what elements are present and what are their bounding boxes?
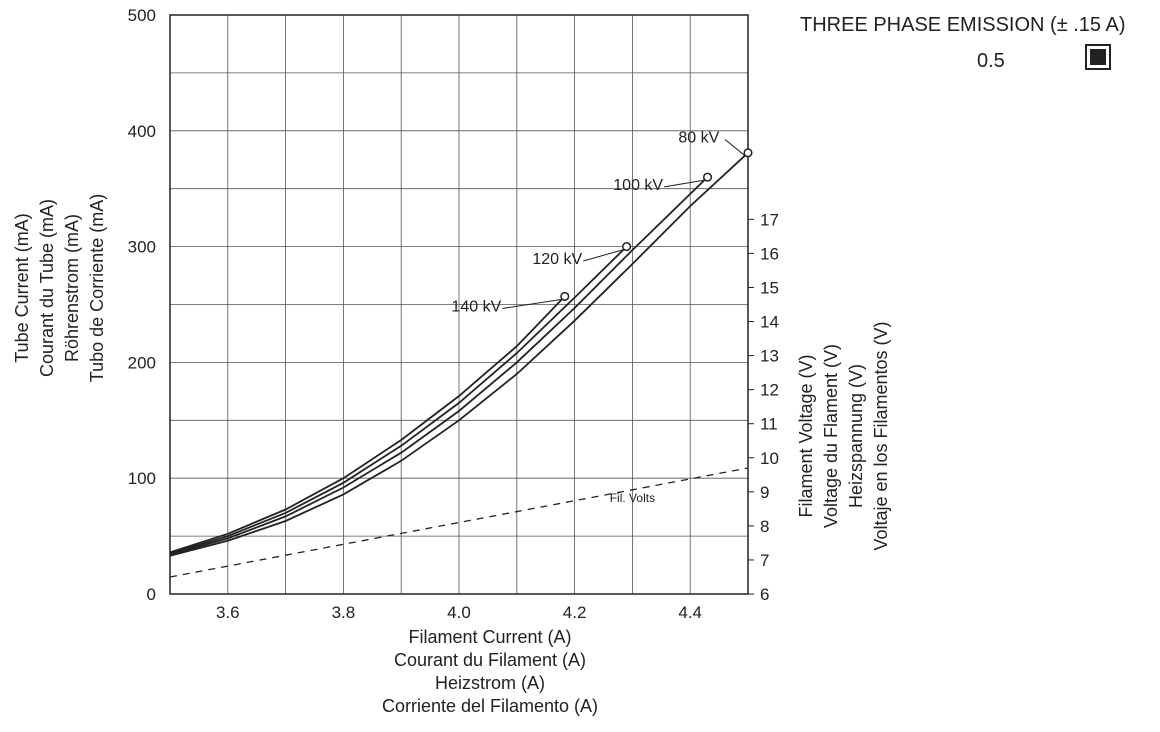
series-end-marker [743, 148, 753, 158]
series-label: 100 kV [613, 177, 663, 194]
x-tick-label: 3.6 [216, 603, 240, 622]
x-tick-label: 4.0 [447, 603, 471, 622]
plot-border [169, 14, 749, 595]
y2-tick-label: 11 [760, 415, 778, 434]
y-axis-title-line: Tube Current (mA) [12, 213, 32, 362]
x-axis-title-line: Corriente del Filamento (A) [382, 696, 598, 716]
y-tick-label: 300 [128, 238, 156, 257]
y2-axis-title-line: Voltaje en los Filamentos (V) [871, 321, 891, 550]
series-label: 120 kV [532, 251, 582, 268]
x-tick-label: 4.2 [563, 603, 587, 622]
series-label: 140 kV [451, 298, 501, 315]
series-label: 80 kV [678, 129, 719, 146]
y2-axis-title-line: Filament Voltage (V) [796, 354, 816, 517]
y-tick-label: 200 [128, 353, 156, 372]
y-tick-label: 400 [128, 122, 156, 141]
series-leader-line [664, 179, 705, 188]
y-axis-title-line: Tubo de Corriente (mA) [87, 194, 107, 382]
y2-tick-label: 15 [760, 278, 779, 297]
y2-tick-label: 14 [760, 313, 779, 332]
series-end-marker [560, 291, 570, 301]
x-axis-title-line: Courant du Filament (A) [394, 650, 586, 670]
series-line-100-kv [169, 176, 709, 556]
series-label: Fil. Volts [610, 491, 655, 505]
y2-tick-label: 13 [760, 347, 779, 366]
y2-axis-title-line: Heizspannung (V) [846, 364, 866, 508]
y2-axis-title-line: Voltage du Flament (V) [821, 344, 841, 528]
tick-labels: 3.6 3.8 4.0 4.2 4.4 0 100 200 300 400 500 6 7 8 9 10 11 1… [128, 6, 779, 622]
series-line-80-kv [169, 152, 749, 557]
legend-swatch [1085, 44, 1111, 70]
series-line-140-kv [169, 295, 566, 554]
y-tick-label: 100 [128, 469, 156, 488]
legend-value: 0.5 [977, 50, 1005, 72]
x-tick-label: 4.4 [678, 603, 702, 622]
series-end-marker [702, 172, 713, 182]
series-end-marker [622, 242, 632, 252]
series-leader-line [583, 249, 624, 262]
y2-tick-label: 9 [760, 483, 769, 502]
y-tick-label: 500 [128, 6, 156, 25]
y2-tick-label: 6 [760, 585, 769, 604]
y2-tick-label: 17 [760, 210, 779, 229]
y-axis-title-line: Courant du Tube (mA) [37, 199, 57, 377]
x-axis-title-line: Filament Current (A) [408, 627, 571, 647]
series-group: 80 kV 100 kV 120 kV 140 kV Fil. Volts [169, 129, 753, 578]
y2-tick-label: 12 [760, 381, 779, 400]
y-tick-label: 0 [147, 585, 156, 604]
series-leader-line [724, 138, 746, 157]
x-axis-title-line: Heizstrom (A) [435, 673, 545, 693]
grid [170, 15, 748, 594]
legend-title: THREE PHASE EMISSION (± .15 A) [800, 14, 1126, 36]
axis-titles: Filament Current (A) Courant du Filament … [12, 194, 891, 716]
y-axis-title-line: Röhrenstrom (mA) [62, 214, 82, 362]
plot-frame [169, 14, 754, 595]
series-line-120-kv [169, 245, 628, 555]
y2-tick-label: 16 [760, 244, 779, 263]
y2-tick-label: 7 [760, 551, 769, 570]
x-tick-label: 3.8 [332, 603, 356, 622]
y2-tick-label: 8 [760, 517, 769, 536]
legend-swatch-fill [1090, 49, 1106, 65]
series-leader-line [502, 298, 562, 309]
y2-tick-label: 10 [760, 449, 779, 468]
